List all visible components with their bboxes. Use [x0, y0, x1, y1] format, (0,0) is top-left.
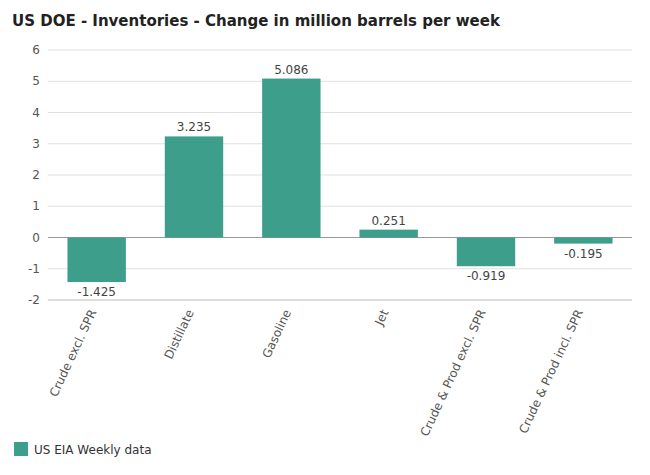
legend-swatch	[14, 442, 28, 456]
y-tick-label: 2	[32, 168, 40, 182]
chart: US DOE - Inventories - Change in million…	[0, 0, 650, 475]
data-label: -0.195	[564, 247, 603, 261]
legend-label: US EIA Weekly data	[34, 443, 152, 457]
data-label: -0.919	[467, 269, 506, 283]
bar	[262, 79, 320, 238]
y-tick-label: 4	[32, 106, 40, 120]
y-tick-label: 5	[32, 74, 40, 88]
x-tick-label: Crude excl. SPR	[47, 307, 100, 399]
y-tick-label: 3	[32, 137, 40, 151]
bar	[67, 238, 125, 283]
y-tick-label: 1	[32, 199, 40, 213]
data-label: -1.425	[77, 285, 116, 299]
legend: US EIA Weekly data	[14, 442, 152, 457]
y-tick-label: 0	[32, 231, 40, 245]
x-tick-label: Crude & Prod excl. SPR	[418, 307, 489, 438]
grid-line	[48, 81, 632, 82]
x-tick-label: Crude & Prod incl. SPR	[516, 307, 586, 435]
grid-line	[48, 50, 632, 51]
x-tick-label: Jet	[372, 307, 392, 328]
x-tick-label: Distillate	[162, 307, 197, 361]
grid	[48, 50, 632, 300]
grid-line	[48, 300, 632, 301]
data-label: 5.086	[274, 63, 308, 77]
grid-line	[48, 237, 632, 238]
bars	[67, 79, 612, 282]
x-tick-label: Gasoline	[259, 307, 294, 360]
bar	[457, 238, 515, 267]
grid-line	[48, 112, 632, 113]
chart-title: US DOE - Inventories - Change in million…	[12, 12, 501, 30]
grid-line	[48, 206, 632, 207]
y-tick-label: -1	[28, 262, 40, 276]
bar	[165, 136, 223, 237]
zero-line	[48, 237, 632, 238]
bar	[554, 238, 612, 244]
y-tick-label: 6	[32, 43, 40, 57]
chart-container: US DOE - Inventories - Change in million…	[0, 0, 650, 475]
data-label: 3.235	[177, 120, 211, 134]
grid-line	[48, 175, 632, 176]
data-label: 0.251	[371, 214, 405, 228]
grid-line	[48, 143, 632, 144]
y-tick-label: -2	[28, 293, 40, 307]
bar	[359, 230, 417, 238]
grid-line	[48, 268, 632, 269]
x-axis-line	[48, 300, 632, 301]
